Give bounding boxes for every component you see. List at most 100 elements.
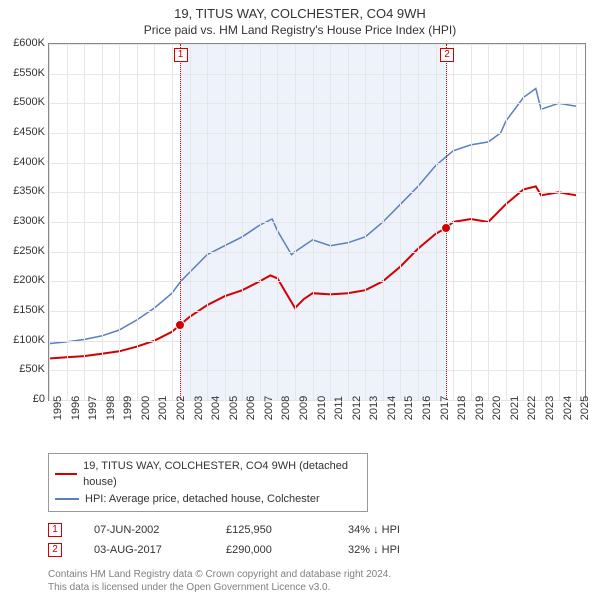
sale-number-box: 1 xyxy=(48,523,62,537)
y-axis-label: £450K xyxy=(3,126,45,138)
legend-swatch xyxy=(55,498,79,500)
x-axis-label: 2020 xyxy=(491,396,503,420)
grid-line xyxy=(49,311,585,312)
grid-line xyxy=(576,44,577,400)
sale-delta: 32% ↓ HPI xyxy=(348,544,400,556)
x-axis-label: 2003 xyxy=(193,396,205,420)
sale-delta: 34% ↓ HPI xyxy=(348,524,400,536)
grid-line xyxy=(49,74,585,75)
sale-price: £125,950 xyxy=(226,524,316,536)
sale-date: 03-AUG-2017 xyxy=(94,544,194,556)
grid-line xyxy=(488,44,489,400)
y-axis-label: £600K xyxy=(3,37,45,49)
attribution-line: Contains HM Land Registry data © Crown c… xyxy=(48,568,586,581)
x-axis-label: 1997 xyxy=(87,396,99,420)
grid-line xyxy=(295,44,296,400)
grid-line xyxy=(102,44,103,400)
legend-box: 19, TITUS WAY, COLCHESTER, CO4 9WH (deta… xyxy=(48,453,368,513)
grid-line xyxy=(67,44,68,400)
x-axis-label: 2001 xyxy=(157,396,169,420)
grid-line xyxy=(84,44,85,400)
grid-line xyxy=(541,44,542,400)
sale-row: 2 03-AUG-2017 £290,000 32% ↓ HPI xyxy=(48,540,586,560)
y-axis-label: £0 xyxy=(3,393,45,405)
page-subtitle: Price paid vs. HM Land Registry's House … xyxy=(0,23,600,41)
grid-line xyxy=(49,252,585,253)
x-axis-label: 2014 xyxy=(386,396,398,420)
y-axis-label: £500K xyxy=(3,96,45,108)
sale-marker xyxy=(441,223,451,233)
sales-table: 1 07-JUN-2002 £125,950 34% ↓ HPI 2 03-AUG-201… xyxy=(48,520,586,560)
x-axis-label: 2008 xyxy=(280,396,292,420)
grid-line xyxy=(49,192,585,193)
sale-row: 1 07-JUN-2002 £125,950 34% ↓ HPI xyxy=(48,520,586,540)
y-axis-label: £100K xyxy=(3,334,45,346)
attribution: Contains HM Land Registry data © Crown c… xyxy=(48,568,586,594)
legend-item: HPI: Average price, detached house, Colc… xyxy=(55,491,361,508)
x-axis-label: 2010 xyxy=(316,396,328,420)
x-axis-label: 2005 xyxy=(228,396,240,420)
grid-line xyxy=(313,44,314,400)
grid-line xyxy=(330,44,331,400)
grid-line xyxy=(49,370,585,371)
sale-date: 07-JUN-2002 xyxy=(94,524,194,536)
grid-line xyxy=(172,44,173,400)
grid-line xyxy=(49,341,585,342)
y-axis-label: £150K xyxy=(3,304,45,316)
grid-line xyxy=(436,44,437,400)
x-axis-label: 2000 xyxy=(140,396,152,420)
grid-line xyxy=(365,44,366,400)
legend-label: 19, TITUS WAY, COLCHESTER, CO4 9WH (deta… xyxy=(83,458,361,491)
x-axis-label: 2007 xyxy=(263,396,275,420)
grid-line xyxy=(471,44,472,400)
x-axis-label: 2017 xyxy=(439,396,451,420)
x-axis-label: 2012 xyxy=(351,396,363,420)
grid-line xyxy=(277,44,278,400)
grid-line xyxy=(190,44,191,400)
legend-label: HPI: Average price, detached house, Colc… xyxy=(85,491,320,508)
y-axis-label: £550K xyxy=(3,67,45,79)
x-axis-label: 2013 xyxy=(368,396,380,420)
y-axis-label: £200K xyxy=(3,274,45,286)
grid-line xyxy=(137,44,138,400)
grid-line xyxy=(506,44,507,400)
event-marker-box: 2 xyxy=(440,48,454,62)
grid-line xyxy=(453,44,454,400)
grid-line xyxy=(119,44,120,400)
grid-line xyxy=(242,44,243,400)
x-axis-label: 2021 xyxy=(509,396,521,420)
x-axis-label: 2025 xyxy=(579,396,591,420)
x-axis-label: 2011 xyxy=(333,396,345,420)
x-axis-label: 2019 xyxy=(474,396,486,420)
x-axis-label: 2004 xyxy=(210,396,222,420)
grid-line xyxy=(400,44,401,400)
grid-line xyxy=(49,133,585,134)
event-marker-box: 1 xyxy=(174,48,188,62)
grid-line xyxy=(49,103,585,104)
x-axis-label: 2023 xyxy=(544,396,556,420)
grid-line xyxy=(418,44,419,400)
event-line xyxy=(180,44,181,400)
grid-line xyxy=(348,44,349,400)
grid-line xyxy=(207,44,208,400)
x-axis-label: 2022 xyxy=(526,396,538,420)
attribution-line: This data is licensed under the Open Gov… xyxy=(48,581,586,594)
grid-line xyxy=(49,44,50,400)
grid-line xyxy=(523,44,524,400)
x-axis-label: 1995 xyxy=(52,396,64,420)
page-title: 19, TITUS WAY, COLCHESTER, CO4 9WH xyxy=(0,0,600,23)
grid-line xyxy=(49,222,585,223)
grid-line xyxy=(225,44,226,400)
y-axis-label: £250K xyxy=(3,245,45,257)
x-axis-label: 2006 xyxy=(245,396,257,420)
y-axis-label: £50K xyxy=(3,363,45,375)
sale-number-box: 2 xyxy=(48,543,62,557)
y-axis-label: £400K xyxy=(3,156,45,168)
y-axis-label: £300K xyxy=(3,215,45,227)
x-axis-label: 2009 xyxy=(298,396,310,420)
grid-line xyxy=(559,44,560,400)
x-axis-label: 2002 xyxy=(175,396,187,420)
x-axis-label: 2015 xyxy=(403,396,415,420)
grid-line xyxy=(260,44,261,400)
sale-price: £290,000 xyxy=(226,544,316,556)
